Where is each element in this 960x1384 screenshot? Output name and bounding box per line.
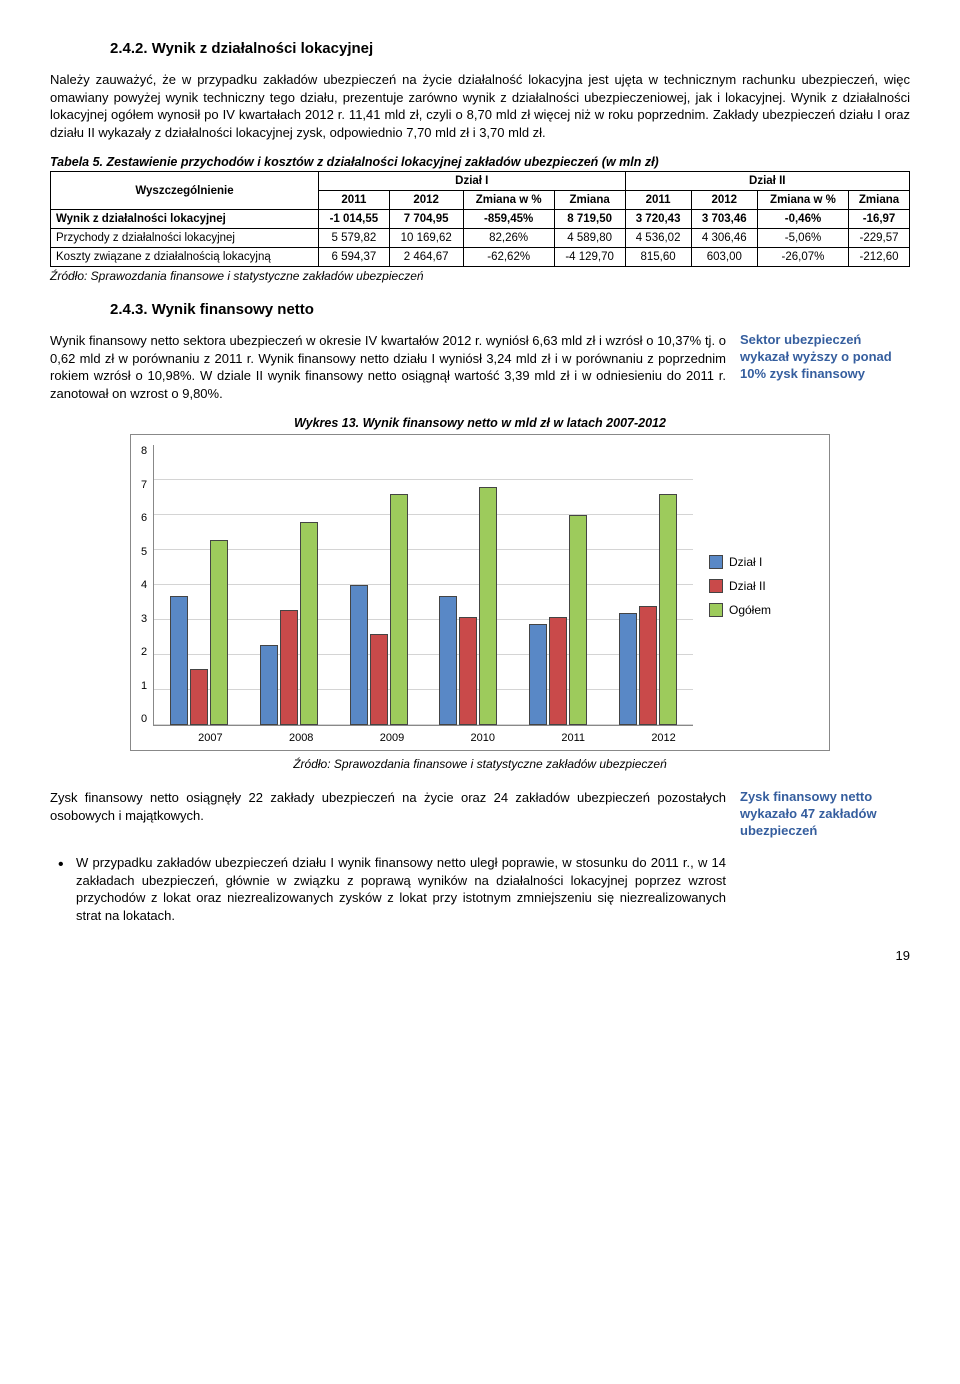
legend-item: Ogółem (709, 603, 819, 617)
legend-swatch (709, 555, 723, 569)
bar (170, 596, 188, 726)
legend-swatch (709, 603, 723, 617)
bar-group (260, 522, 318, 725)
bar-group (529, 515, 587, 725)
chart-xaxis: 2007 2008 2009 2010 2011 2012 (165, 726, 709, 744)
bar (439, 596, 457, 726)
th-group2: Dział II (625, 172, 910, 191)
chart-plot (153, 445, 693, 726)
legend-label: Ogółem (729, 603, 771, 617)
bar-group (170, 540, 228, 726)
ytick-label: 4 (141, 579, 147, 591)
ytick-label: 1 (141, 680, 147, 692)
xtick-label: 2011 (561, 732, 585, 744)
th-d2-zp: Zmiana w % (757, 191, 848, 210)
table5-source: Źródło: Sprawozdania finansowe i statyst… (50, 269, 910, 283)
legend-item: Dział II (709, 579, 819, 593)
ytick-label: 3 (141, 613, 147, 625)
bar-group (619, 494, 677, 725)
legend-label: Dział II (729, 579, 766, 593)
legend-item: Dział I (709, 555, 819, 569)
chart-yaxis: 8 7 6 5 4 3 2 1 0 (141, 445, 153, 725)
th-d2-z: Zmiana (849, 191, 910, 210)
table-row: Przychody z działalności lokacyjnej 5 57… (51, 229, 910, 248)
table-row: Koszty związane z działalnością lokacyjn… (51, 248, 910, 267)
xtick-label: 2009 (380, 732, 404, 744)
bar (390, 494, 408, 725)
table5-caption: Tabela 5. Zestawienie przychodów i koszt… (50, 155, 910, 169)
th-d1-2012: 2012 (389, 191, 463, 210)
table-row: Wynik z działalności lokacyjnej -1 014,5… (51, 210, 910, 229)
bullet-item: W przypadku zakładów ubezpieczeń działu … (50, 854, 726, 924)
bar-chart: 8 7 6 5 4 3 2 1 0 Dział I Dział II Ogółem 2007 2008… (130, 434, 830, 751)
para-242: Należy zauważyć, że w przypadku zakładów… (50, 71, 910, 141)
ytick-label: 0 (141, 713, 147, 725)
page-number: 19 (50, 948, 910, 963)
th-d1-z: Zmiana (554, 191, 625, 210)
side-note-zysk: Zysk finansowy netto wykazało 47 zakładó… (740, 789, 910, 840)
th-d2-2012: 2012 (691, 191, 757, 210)
bar (350, 585, 368, 725)
xtick-label: 2008 (289, 732, 313, 744)
bar (619, 613, 637, 725)
side-note-sector: Sektor ubezpieczeń wykazał wyższy o pona… (740, 332, 910, 402)
th-d1-zp: Zmiana w % (463, 191, 554, 210)
ytick-label: 8 (141, 445, 147, 457)
bar (280, 610, 298, 726)
bar (479, 487, 497, 725)
ytick-label: 6 (141, 512, 147, 524)
xtick-label: 2012 (651, 732, 675, 744)
para-zysk: Zysk finansowy netto osiągnęły 22 zakład… (50, 789, 726, 840)
bar-group (350, 494, 408, 725)
xtick-label: 2007 (198, 732, 222, 744)
bar (300, 522, 318, 725)
para-243: Wynik finansowy netto sektora ubezpiecze… (50, 332, 726, 402)
bar (260, 645, 278, 726)
bar (529, 624, 547, 726)
ytick-label: 2 (141, 646, 147, 658)
table5: Wyszczególnienie Dział I Dział II 2011 2… (50, 171, 910, 267)
xtick-label: 2010 (471, 732, 495, 744)
chart-caption: Wykres 13. Wynik finansowy netto w mld z… (50, 416, 910, 430)
chart-source: Źródło: Sprawozdania finansowe i statyst… (50, 757, 910, 771)
bar-group (439, 487, 497, 725)
bar (190, 669, 208, 725)
bar (549, 617, 567, 726)
bar (569, 515, 587, 725)
th-d1-2011: 2011 (319, 191, 390, 210)
bar (639, 606, 657, 725)
bar (210, 540, 228, 726)
ytick-label: 7 (141, 479, 147, 491)
section-heading-242: 2.4.2. Wynik z działalności lokacyjnej (110, 40, 910, 57)
ytick-label: 5 (141, 546, 147, 558)
th-group1: Dział I (319, 172, 625, 191)
bar (459, 617, 477, 726)
bar (370, 634, 388, 725)
section-heading-243: 2.4.3. Wynik finansowy netto (110, 301, 910, 318)
bar (659, 494, 677, 725)
legend-swatch (709, 579, 723, 593)
chart-legend: Dział I Dział II Ogółem (693, 445, 819, 726)
th-label: Wyszczególnienie (51, 172, 319, 210)
legend-label: Dział I (729, 555, 762, 569)
th-d2-2011: 2011 (625, 191, 691, 210)
